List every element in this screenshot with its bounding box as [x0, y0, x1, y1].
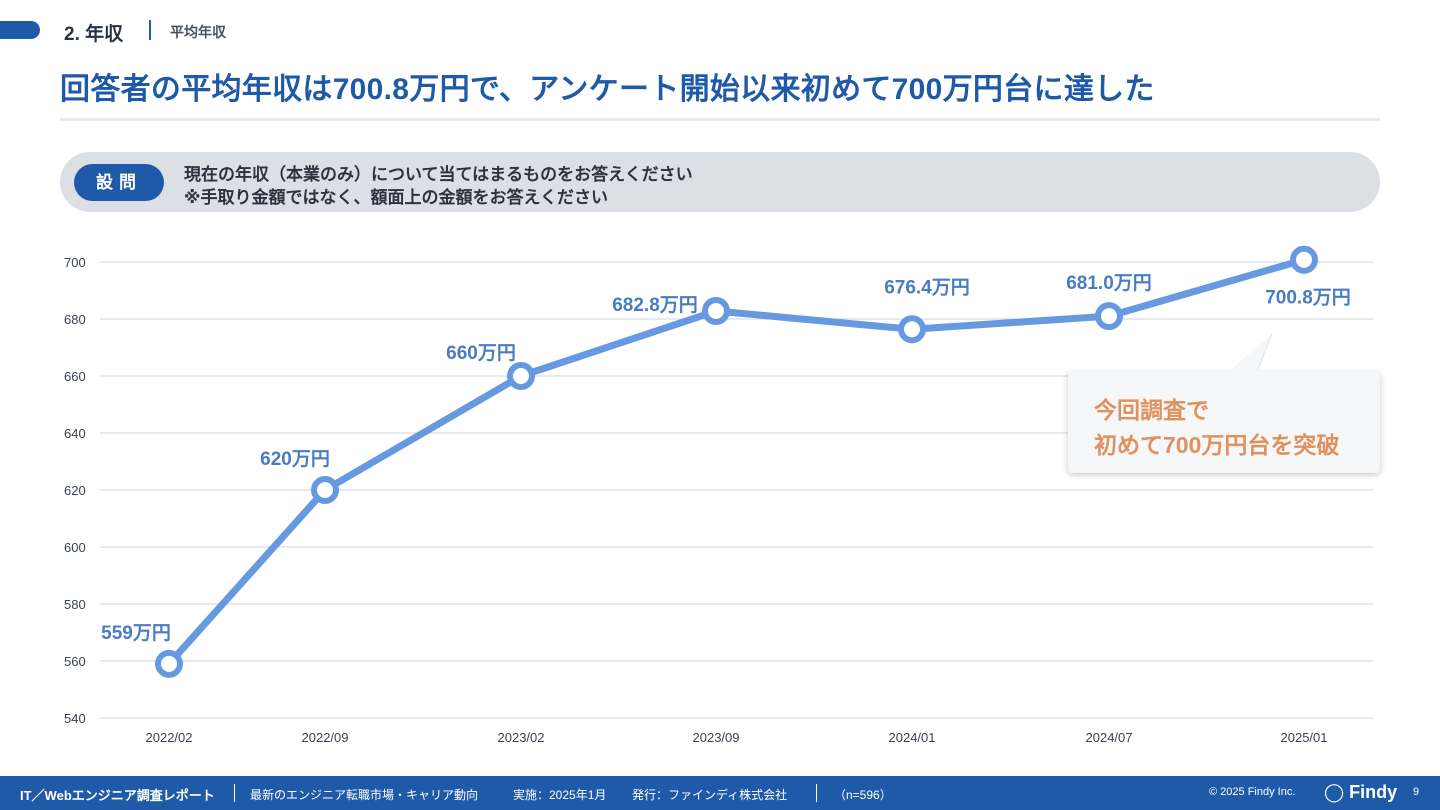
x-axis-ticks: 2022/02 2022/09 2023/02 2023/09 2024/01 2024/…	[146, 730, 1328, 745]
title-underline	[60, 118, 1380, 121]
data-point	[1290, 245, 1318, 274]
data-point	[898, 315, 926, 344]
y-axis-ticks: 540 560 580 600 620 640 660 680 700	[64, 255, 86, 726]
data-label: 681.0万円	[1066, 273, 1152, 294]
data-label: 682.8万円	[612, 295, 698, 316]
y-tick-label: 700	[64, 255, 86, 270]
chart-grid	[100, 261, 1373, 719]
question-text-line2: ※手取り金額ではなく、額面上の金額をお答えください	[184, 188, 609, 207]
data-point	[702, 297, 730, 326]
data-point	[311, 476, 339, 504]
section-number: 2. 年収	[64, 24, 124, 45]
y-tick-label: 540	[64, 711, 86, 726]
x-tick-label: 2023/02	[498, 730, 545, 745]
footer-bar: IT／Webエンジニア調査レポート 最新のエンジニア転職市場・キャリア動向 実施…	[0, 776, 1440, 810]
footer-description: 最新のエンジニア転職市場・キャリア動向	[250, 788, 479, 802]
page-number: 9	[1413, 786, 1420, 798]
callout-line1: 今回調査で	[1094, 397, 1209, 423]
series-points	[155, 245, 1318, 678]
section-tab-marker	[0, 21, 40, 39]
footer-separator	[234, 784, 235, 802]
data-point	[1095, 302, 1123, 331]
findy-logo-text: Findy	[1349, 782, 1398, 802]
footer-copyright: © 2025 Findy Inc.	[1209, 786, 1296, 798]
data-point	[155, 649, 183, 678]
question-badge: 設問	[74, 164, 164, 201]
x-tick-label: 2024/01	[889, 730, 936, 745]
y-tick-label: 580	[64, 597, 86, 612]
data-label: 620万円	[260, 449, 330, 470]
callout-line2: 初めて700万円台を突破	[1094, 432, 1340, 458]
data-label: 676.4万円	[884, 277, 970, 298]
question-box	[60, 152, 1380, 212]
x-tick-label: 2023/09	[693, 730, 740, 745]
findy-logo-icon: ◯	[1324, 782, 1345, 802]
callout-box	[1068, 371, 1380, 473]
x-tick-label: 2022/09	[302, 730, 349, 745]
section-divider	[149, 20, 151, 40]
y-tick-label: 660	[64, 369, 86, 384]
footer-separator	[816, 784, 817, 802]
question-text-line1: 現在の年収（本業のみ）について当てはまるものをお答えください	[184, 165, 693, 184]
data-label: 700.8万円	[1265, 288, 1351, 309]
data-label: 559万円	[101, 623, 171, 644]
x-tick-label: 2024/07	[1086, 730, 1133, 745]
footer-report-title: IT／Webエンジニア調査レポート	[20, 788, 215, 803]
page-title: 回答者の平均年収は700.8万円で、アンケート開始以来初めて700万円台に達した	[60, 73, 1155, 106]
footer-publisher: 発行：ファインディ株式会社	[632, 788, 788, 802]
y-tick-label: 620	[64, 483, 86, 498]
data-point	[507, 362, 535, 390]
y-tick-label: 640	[64, 426, 86, 441]
y-tick-label: 560	[64, 654, 86, 669]
footer-period: 実施：2025年1月	[513, 788, 607, 802]
x-tick-label: 2022/02	[146, 730, 193, 745]
footer-sample-size: （n=596）	[834, 788, 892, 802]
y-tick-label: 600	[64, 540, 86, 555]
section-subtitle: 平均年収	[170, 24, 226, 40]
findy-logo: ◯ Findy	[1324, 782, 1397, 803]
y-tick-label: 680	[64, 312, 86, 327]
x-tick-label: 2025/01	[1281, 730, 1328, 745]
data-label: 660万円	[446, 343, 516, 364]
data-labels: 559万円 620万円 660万円 682.8万円 676.4万円 681.0万円 700.…	[101, 273, 1351, 644]
